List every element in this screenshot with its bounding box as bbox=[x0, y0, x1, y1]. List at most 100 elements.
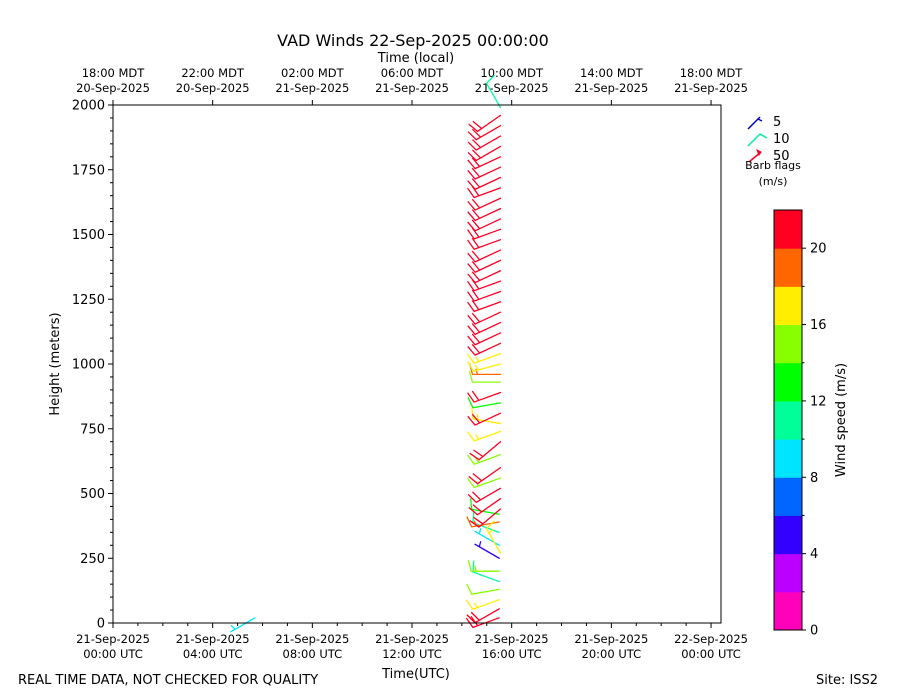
barb-staff bbox=[474, 176, 502, 191]
barb-full bbox=[471, 300, 480, 311]
wind-barb bbox=[467, 352, 502, 364]
barb-full bbox=[466, 614, 476, 624]
barb-staff bbox=[471, 588, 500, 595]
barb-half bbox=[475, 356, 480, 362]
barb-full bbox=[473, 516, 484, 525]
x-local-tick-date: 21-Sep-2025 bbox=[574, 81, 648, 95]
colorbar-tick-label: 20 bbox=[810, 242, 827, 257]
colorbar-tick-label: 0 bbox=[810, 624, 818, 639]
barb-half bbox=[478, 528, 482, 534]
barb-full bbox=[471, 157, 481, 167]
barb-full bbox=[467, 325, 476, 335]
barb-full bbox=[467, 180, 476, 190]
barb-full bbox=[471, 333, 481, 344]
y-axis-label: Height (meters) bbox=[48, 312, 63, 415]
y-tick-label: 750 bbox=[80, 422, 105, 437]
wind-barb bbox=[474, 541, 500, 559]
barb-full bbox=[467, 263, 476, 273]
wind-barb bbox=[465, 599, 500, 610]
y-tick-label: 1750 bbox=[72, 163, 105, 178]
barb-full bbox=[467, 131, 477, 141]
colorbar-segment bbox=[774, 400, 802, 440]
wind-barb bbox=[467, 390, 502, 403]
colorbar-segment bbox=[774, 477, 802, 516]
barb-full bbox=[467, 392, 475, 403]
barb-full bbox=[467, 169, 476, 180]
barb-full bbox=[467, 239, 475, 250]
barb-full bbox=[471, 413, 481, 424]
x-local-tick-time: 18:00 MDT bbox=[82, 66, 146, 80]
wind-barb bbox=[469, 441, 502, 461]
barb-full bbox=[467, 361, 474, 372]
barb-full bbox=[467, 397, 474, 408]
barb-full bbox=[467, 560, 472, 572]
wind-barb bbox=[467, 218, 502, 232]
barb-staff bbox=[472, 402, 502, 409]
barb-full bbox=[467, 314, 476, 325]
barb-staff bbox=[476, 114, 502, 133]
barb-full bbox=[471, 407, 474, 419]
barb-half bbox=[475, 434, 480, 440]
barb-staff bbox=[474, 342, 502, 356]
barb-full bbox=[467, 252, 476, 263]
colorbar: 0 4 8 12 16 20 bbox=[773, 209, 827, 639]
barb-staff bbox=[474, 270, 502, 284]
x-local-tick-date: 21-Sep-2025 bbox=[674, 81, 748, 95]
barb-half bbox=[474, 565, 477, 572]
wind-barb bbox=[467, 430, 502, 442]
barb-legend: 5 10 50 bbox=[747, 115, 790, 164]
plot-frame bbox=[112, 104, 722, 624]
x-local-tick-time: 22:00 MDT bbox=[181, 66, 245, 80]
legend-barb-flag bbox=[756, 148, 762, 157]
legend-entry: 5 bbox=[747, 115, 781, 130]
colorbar-segment bbox=[774, 324, 802, 364]
x-utc-tick-time: 00:00 UTC bbox=[83, 647, 143, 661]
wind-barb bbox=[467, 300, 502, 313]
wind-barb bbox=[467, 453, 502, 465]
y-tick-label: 1000 bbox=[72, 358, 105, 373]
barb-full bbox=[472, 511, 475, 523]
colorbar-segment bbox=[774, 515, 802, 555]
y-tick-label: 1250 bbox=[72, 293, 105, 308]
barb-full bbox=[467, 221, 476, 232]
barb-full bbox=[467, 273, 476, 284]
barb-full bbox=[471, 167, 481, 178]
barb-half bbox=[488, 528, 494, 534]
barb-staff bbox=[474, 259, 502, 273]
barb-staff bbox=[474, 197, 502, 211]
wind-barb bbox=[467, 487, 502, 503]
x-utc-tick-time: 12:00 UTC bbox=[382, 647, 442, 661]
barb-full bbox=[467, 159, 476, 170]
wind-barb bbox=[467, 125, 502, 141]
wind-barb bbox=[467, 166, 502, 180]
site-label: Site: ISS2 bbox=[816, 673, 879, 688]
barb-staff bbox=[474, 207, 502, 222]
x-local-tick-time: 02:00 MDT bbox=[281, 66, 345, 80]
x-utc-tick-date: 21-Sep-2025 bbox=[275, 632, 349, 646]
barb-half bbox=[478, 541, 482, 547]
barb-full bbox=[472, 120, 483, 130]
wind-barb bbox=[467, 560, 500, 572]
barb-full bbox=[471, 219, 481, 230]
barb-staff bbox=[474, 608, 500, 624]
wind-barb bbox=[467, 176, 502, 191]
barb-full bbox=[467, 281, 475, 292]
barb-full bbox=[471, 271, 481, 281]
legend-caption-line1: Barb flags bbox=[745, 159, 801, 172]
x-local-tick-date: 21-Sep-2025 bbox=[375, 81, 449, 95]
colorbar-tick-label: 16 bbox=[810, 318, 827, 333]
barb-half bbox=[230, 624, 236, 630]
barb-full bbox=[467, 200, 476, 211]
colorbar-segment bbox=[774, 362, 802, 402]
wind-barb bbox=[467, 135, 502, 151]
barb-full bbox=[466, 516, 473, 528]
x-utc-tick-date: 21-Sep-2025 bbox=[574, 632, 648, 646]
legend-barb-half bbox=[757, 118, 763, 122]
chart-title: VAD Winds 22-Sep-2025 00:00:00 bbox=[277, 31, 549, 50]
x-utc-tick-time: 00:00 UTC bbox=[681, 647, 741, 661]
barb-staff bbox=[473, 301, 502, 313]
x-local-tick-time: 10:00 MDT bbox=[480, 66, 544, 80]
barb-full bbox=[471, 260, 481, 271]
colorbar-tick-label: 4 bbox=[810, 547, 818, 562]
x-utc-tick-time: 08:00 UTC bbox=[283, 647, 343, 661]
